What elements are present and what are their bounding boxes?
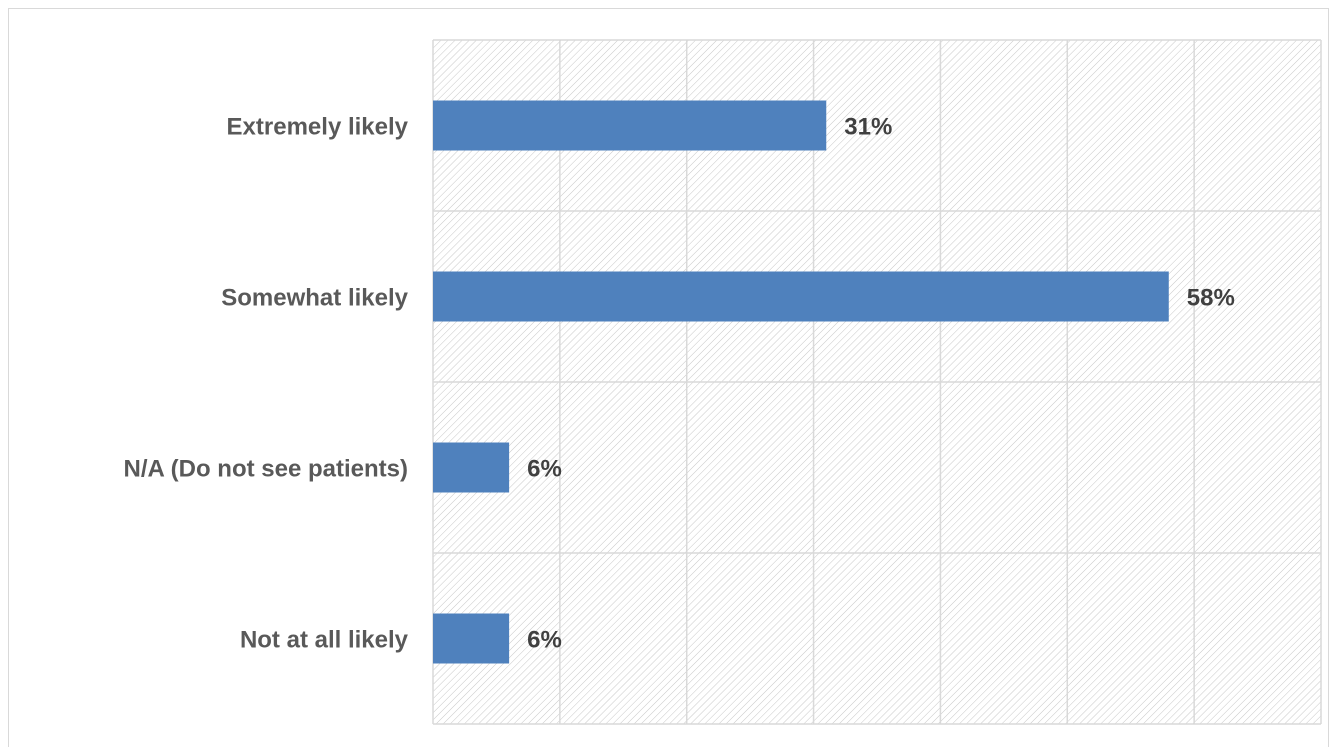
- category-label: Not at all likely: [240, 627, 409, 654]
- gridlines: [432, 39, 1322, 725]
- data-label: 31%: [844, 114, 892, 141]
- bar: [433, 100, 827, 151]
- category-label: N/A (Do not see patients): [124, 456, 408, 483]
- bar: [433, 271, 1169, 322]
- labels: Extremely likely 31% Somewhat likely 58% N/A…: [124, 114, 1235, 654]
- data-label: 58%: [1187, 285, 1235, 312]
- data-label: 6%: [527, 456, 562, 483]
- category-label: Extremely likely: [227, 114, 409, 141]
- bars: [433, 100, 1169, 664]
- category-label: Somewhat likely: [221, 285, 408, 312]
- data-label: 6%: [527, 627, 562, 654]
- bar: [433, 613, 510, 664]
- bar: [433, 442, 510, 493]
